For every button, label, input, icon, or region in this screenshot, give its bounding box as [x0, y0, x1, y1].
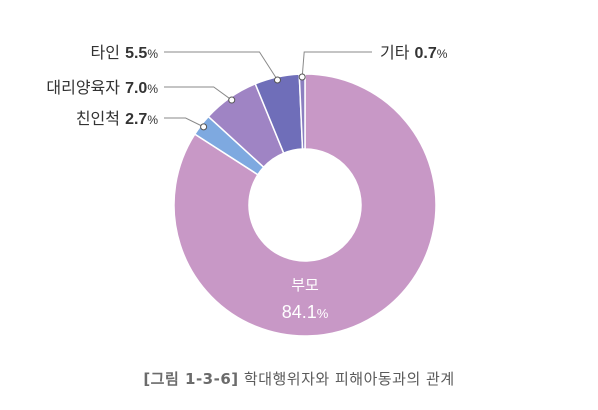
callout-기타: 기타 0.7%	[298, 43, 448, 81]
label-기타: 기타 0.7%	[380, 43, 448, 62]
label-unit-대리양육자: %	[147, 82, 158, 96]
callout-타인: 타인 5.5%	[91, 43, 281, 84]
label-value-기타: 0.7	[415, 45, 437, 62]
label-unit-기타: %	[437, 47, 448, 61]
inner-label-부모: 부모 84.1%	[282, 276, 329, 322]
label-value-친인척: 2.7	[125, 111, 147, 128]
inner-value-unit: %	[317, 306, 329, 321]
leader-dot-친인척	[200, 123, 208, 131]
leader-dot-기타	[298, 73, 306, 81]
slice-부모	[173, 73, 437, 337]
label-name-타인: 타인	[91, 43, 126, 62]
leader-dot-대리양육자	[228, 96, 236, 104]
caption-label: [그림 1-3-6]	[143, 370, 239, 388]
leader-line-친인척	[164, 117, 204, 128]
label-name-대리양육자: 대리양육자	[46, 78, 125, 97]
leader-dot-타인	[273, 76, 281, 84]
label-친인척: 친인척 2.7%	[76, 109, 159, 128]
inner-label-value: 84.1%	[282, 302, 329, 322]
leader-line-기타	[301, 51, 372, 78]
label-name-기타: 기타	[380, 43, 415, 62]
figure-caption: [그림 1-3-6] 학대행위자와 피해아동과의 관계	[0, 368, 598, 389]
label-value-대리양육자: 7.0	[125, 80, 147, 97]
callout-친인척: 친인척 2.7%	[76, 109, 208, 131]
inner-label-name: 부모	[291, 276, 319, 294]
label-unit-친인척: %	[147, 113, 158, 127]
label-value-타인: 5.5	[125, 45, 147, 62]
label-unit-타인: %	[147, 47, 158, 61]
inner-value-number: 84.1	[282, 302, 317, 322]
caption-text: 학대행위자와 피해아동과의 관계	[243, 370, 455, 388]
label-타인: 타인 5.5%	[91, 43, 159, 62]
callout-대리양육자: 대리양육자 7.0%	[46, 78, 236, 104]
leader-line-대리양육자	[164, 86, 233, 101]
label-대리양육자: 대리양육자 7.0%	[46, 78, 158, 97]
label-name-친인척: 친인척	[76, 109, 125, 128]
leader-line-타인	[164, 51, 278, 81]
